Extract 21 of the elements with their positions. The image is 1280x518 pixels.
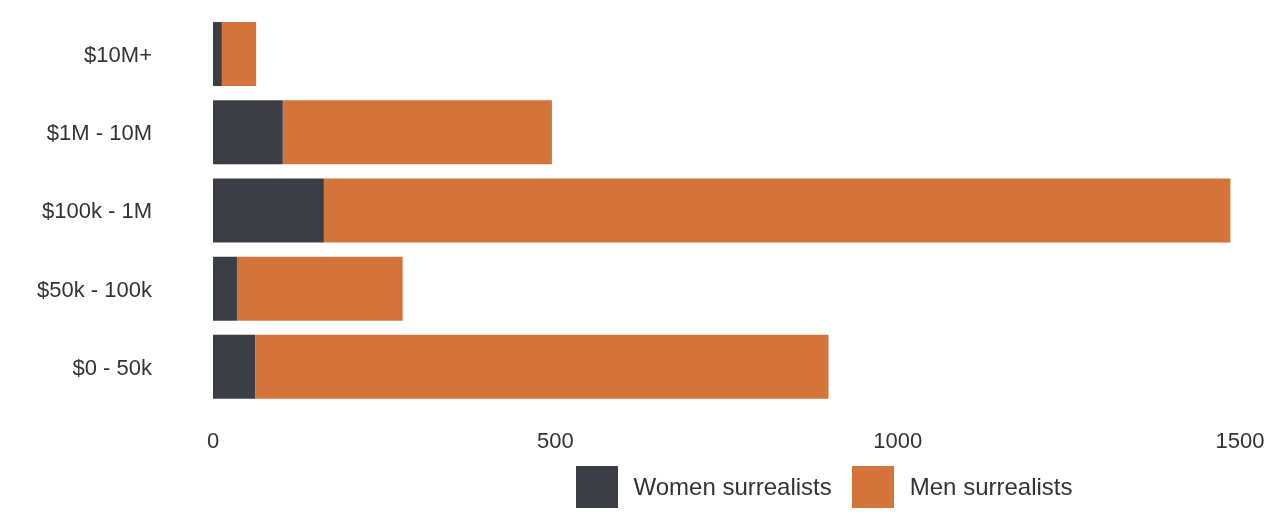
y-tick-label: $50k - 100k	[37, 276, 153, 302]
y-tick-label: $100k - 1M	[41, 198, 152, 224]
x-tick-label: 0	[206, 427, 220, 453]
legend-label: Men surrealists	[909, 473, 1073, 501]
y-tick-label: $10M+	[84, 41, 152, 67]
y-tick-label: $1M - 10M	[46, 120, 152, 146]
bar	[213, 100, 283, 165]
legend-label: Women surrealists	[633, 473, 832, 501]
bar	[213, 256, 237, 321]
x-tick-label: 1500	[1215, 427, 1265, 453]
y-tick-label: $0 - 50k	[72, 354, 153, 380]
bar	[255, 334, 829, 399]
bar	[213, 22, 222, 87]
x-tick-label: 1000	[873, 427, 923, 453]
bar	[213, 178, 324, 243]
bar	[221, 22, 257, 87]
bar	[236, 256, 403, 321]
bar	[213, 334, 256, 399]
x-tick-label: 500	[536, 427, 574, 453]
bar	[323, 178, 1231, 243]
bar	[282, 100, 552, 165]
